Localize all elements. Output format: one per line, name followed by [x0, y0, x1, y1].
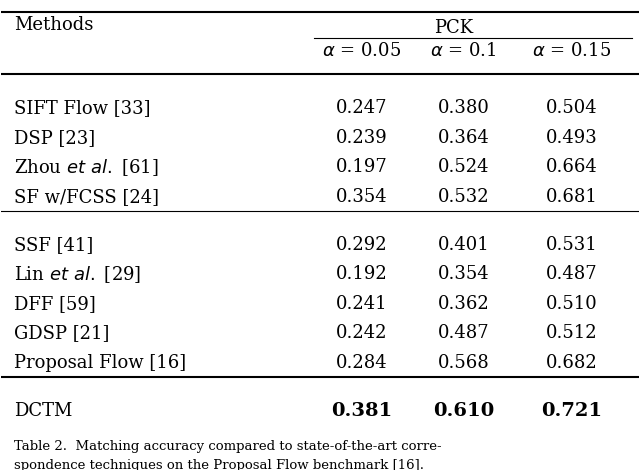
Text: 0.524: 0.524	[438, 158, 489, 176]
Text: 0.241: 0.241	[335, 295, 387, 313]
Text: 0.531: 0.531	[546, 235, 598, 254]
Text: 0.532: 0.532	[438, 188, 489, 206]
Text: DFF [59]: DFF [59]	[14, 295, 96, 313]
Text: 0.247: 0.247	[335, 99, 387, 117]
Text: 0.197: 0.197	[335, 158, 387, 176]
Text: 0.568: 0.568	[438, 354, 489, 372]
Text: 0.380: 0.380	[437, 99, 490, 117]
Text: 0.487: 0.487	[438, 324, 489, 342]
Text: 0.192: 0.192	[335, 265, 387, 283]
Text: 0.354: 0.354	[438, 265, 489, 283]
Text: DSP [23]: DSP [23]	[14, 129, 95, 147]
Text: 0.292: 0.292	[335, 235, 387, 254]
Text: 0.504: 0.504	[546, 99, 598, 117]
Text: 0.512: 0.512	[546, 324, 598, 342]
Text: Lin $\it{et\ al.}$ [29]: Lin $\it{et\ al.}$ [29]	[14, 264, 141, 285]
Text: 0.610: 0.610	[433, 402, 494, 420]
Text: $\alpha$ = 0.15: $\alpha$ = 0.15	[532, 42, 611, 60]
Text: DCTM: DCTM	[14, 402, 72, 420]
Text: GDSP [21]: GDSP [21]	[14, 324, 109, 342]
Text: SIFT Flow [33]: SIFT Flow [33]	[14, 99, 150, 117]
Text: 0.239: 0.239	[335, 129, 387, 147]
Text: Table 2.  Matching accuracy compared to state-of-the-art corre-
spondence techni: Table 2. Matching accuracy compared to s…	[14, 440, 442, 470]
Text: 0.721: 0.721	[541, 402, 602, 420]
Text: 0.364: 0.364	[438, 129, 489, 147]
Text: 0.681: 0.681	[546, 188, 598, 206]
Text: PCK: PCK	[435, 19, 474, 37]
Text: 0.284: 0.284	[335, 354, 387, 372]
Text: 0.510: 0.510	[546, 295, 598, 313]
Text: 0.362: 0.362	[438, 295, 489, 313]
Text: 0.381: 0.381	[331, 402, 392, 420]
Text: 0.493: 0.493	[546, 129, 598, 147]
Text: Proposal Flow [16]: Proposal Flow [16]	[14, 354, 186, 372]
Text: 0.242: 0.242	[335, 324, 387, 342]
Text: 0.664: 0.664	[546, 158, 598, 176]
Text: 0.354: 0.354	[335, 188, 387, 206]
Text: $\alpha$ = 0.1: $\alpha$ = 0.1	[430, 42, 497, 60]
Text: 0.401: 0.401	[438, 235, 489, 254]
Text: SSF [41]: SSF [41]	[14, 235, 93, 254]
Text: Zhou $\it{et\ al.}$ [61]: Zhou $\it{et\ al.}$ [61]	[14, 157, 159, 178]
Text: 0.487: 0.487	[546, 265, 598, 283]
Text: Methods: Methods	[14, 16, 93, 34]
Text: $\alpha$ = 0.05: $\alpha$ = 0.05	[322, 42, 401, 60]
Text: SF w/FCSS [24]: SF w/FCSS [24]	[14, 188, 159, 206]
Text: 0.682: 0.682	[546, 354, 598, 372]
